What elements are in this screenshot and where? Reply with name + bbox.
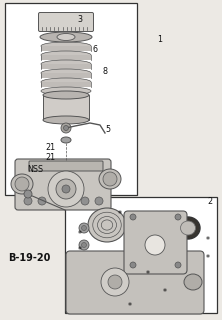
Circle shape	[24, 197, 32, 205]
Ellipse shape	[41, 87, 91, 95]
Bar	[5, 3, 137, 195]
Ellipse shape	[176, 217, 200, 239]
Circle shape	[79, 223, 89, 233]
Ellipse shape	[57, 34, 75, 41]
Bar	[41, 55, 91, 60]
Circle shape	[56, 179, 76, 199]
Circle shape	[175, 214, 181, 220]
Ellipse shape	[41, 42, 91, 50]
Text: 5: 5	[105, 125, 111, 134]
Circle shape	[175, 262, 181, 268]
Circle shape	[81, 243, 87, 247]
Circle shape	[63, 125, 69, 131]
FancyBboxPatch shape	[66, 251, 204, 314]
Bar	[65, 197, 217, 313]
Ellipse shape	[41, 69, 91, 77]
FancyBboxPatch shape	[124, 211, 187, 274]
Text: 1: 1	[157, 36, 163, 44]
Text: NSS: NSS	[27, 165, 43, 174]
FancyBboxPatch shape	[38, 12, 93, 31]
Ellipse shape	[40, 32, 92, 42]
Text: *: *	[128, 302, 132, 311]
Text: 6: 6	[93, 45, 97, 54]
Bar	[41, 64, 91, 69]
Ellipse shape	[41, 51, 91, 59]
Ellipse shape	[41, 78, 91, 86]
Circle shape	[95, 197, 103, 205]
FancyBboxPatch shape	[29, 161, 103, 171]
Text: *: *	[146, 270, 150, 279]
Bar	[43, 95, 89, 120]
Text: *: *	[206, 236, 210, 244]
Text: 3: 3	[77, 15, 83, 25]
Text: 8: 8	[103, 68, 107, 76]
Circle shape	[145, 235, 165, 255]
Circle shape	[38, 197, 46, 205]
Text: *: *	[206, 253, 210, 262]
Text: *: *	[78, 230, 82, 239]
Ellipse shape	[43, 116, 89, 124]
Ellipse shape	[15, 177, 29, 191]
Text: B-19-20: B-19-20	[8, 253, 50, 263]
Bar	[41, 46, 91, 51]
Circle shape	[79, 240, 89, 250]
Text: 2: 2	[207, 197, 212, 206]
Ellipse shape	[88, 208, 126, 242]
Ellipse shape	[103, 172, 117, 186]
Circle shape	[62, 185, 70, 193]
Circle shape	[81, 197, 89, 205]
Circle shape	[24, 190, 32, 198]
Text: 21: 21	[45, 143, 55, 153]
Circle shape	[108, 275, 122, 289]
Text: *: *	[118, 211, 122, 220]
Bar	[41, 73, 91, 78]
Text: *: *	[163, 287, 167, 297]
Ellipse shape	[61, 137, 71, 143]
Circle shape	[130, 262, 136, 268]
Ellipse shape	[99, 169, 121, 189]
Ellipse shape	[43, 91, 89, 99]
Text: *: *	[78, 245, 82, 254]
Ellipse shape	[180, 221, 196, 235]
Circle shape	[61, 123, 71, 133]
Text: 21: 21	[45, 154, 55, 163]
FancyBboxPatch shape	[15, 159, 111, 210]
Circle shape	[48, 171, 84, 207]
Circle shape	[130, 214, 136, 220]
Ellipse shape	[41, 60, 91, 68]
Circle shape	[81, 226, 87, 230]
Ellipse shape	[184, 274, 202, 290]
Ellipse shape	[11, 174, 33, 194]
Circle shape	[101, 268, 129, 296]
Bar	[41, 82, 91, 87]
